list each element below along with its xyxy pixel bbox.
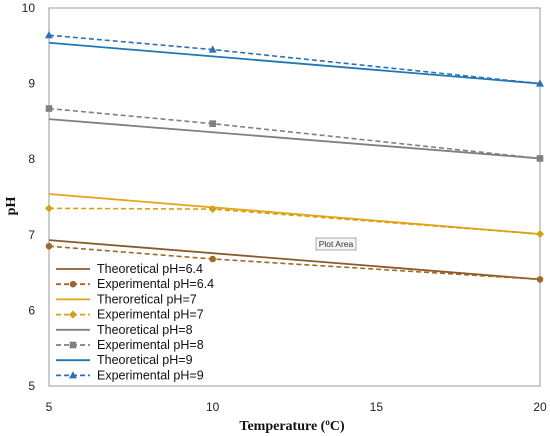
series-layer — [45, 31, 544, 283]
legend-label: Theoretical pH=9 — [97, 353, 193, 367]
data-point — [536, 155, 544, 162]
legend-label: Theroretical pH=7 — [97, 292, 197, 306]
data-point — [536, 79, 544, 87]
x-axis-title: Temperature (oC) — [239, 417, 345, 434]
y-axis-title: pH — [4, 197, 19, 216]
data-point — [208, 45, 217, 53]
data-point — [208, 205, 217, 214]
legend-label: Experimental pH=9 — [97, 368, 204, 382]
x-tick-label: 5 — [46, 400, 53, 414]
x-tick-label: 20 — [533, 400, 547, 414]
y-tick-label: 10 — [22, 1, 36, 15]
data-point — [45, 31, 53, 39]
plot-area-tooltip: Plot Area — [315, 237, 357, 251]
legend-marker — [69, 280, 77, 288]
data-point — [45, 105, 53, 112]
series-line — [48, 107, 541, 160]
y-tick-label: 7 — [28, 228, 35, 242]
tooltip-label: Plot Area — [319, 239, 354, 249]
legend-label: Experimental pH=6.4 — [97, 277, 214, 291]
y-tick-labels: 5 6 7 8 9 10 — [22, 1, 36, 393]
legend-label: Theoretical pH=6.4 — [97, 262, 203, 276]
legend-label: Experimental pH=7 — [97, 308, 204, 322]
y-tick-label: 8 — [28, 152, 35, 166]
legend-label: Experimental pH=8 — [97, 338, 204, 352]
x-tick-label: 10 — [206, 400, 220, 414]
x-tick-label: 15 — [370, 400, 384, 414]
data-point — [536, 230, 544, 239]
data-point — [209, 255, 216, 263]
series-line — [48, 207, 541, 235]
series-line — [48, 41, 541, 85]
series-line — [48, 118, 541, 160]
legend-marker — [69, 371, 77, 379]
data-point — [209, 120, 216, 127]
y-tick-label: 5 — [28, 379, 35, 393]
x-axis-title-superscript: o — [325, 417, 330, 427]
series-line — [48, 239, 541, 281]
legend-marker — [69, 341, 77, 349]
data-point — [45, 204, 53, 213]
x-tick-labels: 5 10 15 20 — [46, 400, 547, 414]
y-tick-label: 9 — [28, 77, 35, 91]
x-axis-title-tail: C) — [330, 419, 345, 434]
data-point — [536, 276, 544, 283]
plot-area-frame — [48, 7, 541, 387]
x-axis-title-main: Temperature ( — [239, 419, 325, 434]
tooltip-box — [315, 237, 357, 251]
series-line — [48, 34, 541, 85]
legend-label: Theoretical pH=8 — [97, 323, 193, 337]
y-tick-label: 6 — [28, 303, 35, 317]
data-point — [45, 242, 53, 250]
legend-marker — [69, 310, 77, 319]
